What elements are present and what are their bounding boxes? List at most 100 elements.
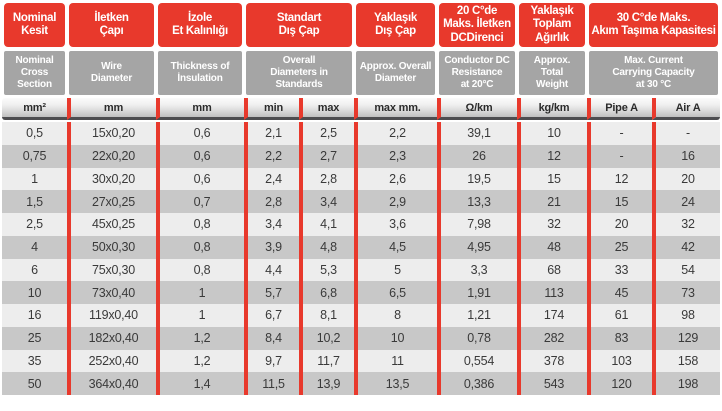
table-cell: 8,4 [244,326,299,350]
table-cell: 10,2 [299,326,354,350]
unit-mm-wire: mm [67,98,156,120]
table-cell: 158 [652,349,720,373]
table-cell: 2,4 [244,167,299,191]
table-cell: 119x0,40 [67,304,156,327]
table-cell: 6,5 [354,281,437,304]
table-cell: 0,8 [156,235,244,259]
table-cell: 2,9 [354,190,437,213]
table-cell: 4,5 [354,235,437,259]
table-cell: 11 [354,349,437,373]
table-cell: 12 [587,167,652,191]
table-cell: 1 [156,304,244,327]
table-cell: 2,5 [299,122,354,145]
table-cell: 2,8 [244,190,299,213]
header-izole-et-kalinligi: İzole Et Kalınlığı [158,3,242,47]
table-cell: 182x0,40 [67,326,156,350]
table-cell: 83 [587,326,652,350]
table-cell: 1,4 [156,372,244,395]
unit-air-a: Air A [652,98,720,120]
table-cell: 10 [2,281,67,304]
table-row: 2,5 45x0,25 0,8 3,4 4,1 3,6 7,98 32 20 32 [2,213,720,236]
table-cell: 45 [587,281,652,304]
table-cell: 20 [652,167,720,191]
table-cell: 2,8 [299,167,354,191]
table-row: 50 364x0,40 1,4 11,5 13,9 13,5 0,386 543 120 198 [2,372,720,395]
table-cell: 33 [587,258,652,282]
header-nominal-kesit: Nominal Kesit [4,3,65,47]
table-cell: 2,2 [244,144,299,168]
table-row: 16 119x0,40 1 6,7 8,1 8 1,21 174 61 98 [2,304,720,327]
table-cell: - [587,144,652,168]
table-cell: 13,3 [437,190,517,213]
table-cell: 7,98 [437,213,517,236]
table-cell: 0,6 [156,144,244,168]
table-row: 1 30x0,20 0,6 2,4 2,8 2,6 19,5 15 12 20 [2,167,720,191]
table-cell: - [652,122,720,145]
table-cell: 11,7 [299,349,354,373]
table-cell: 3,6 [354,213,437,236]
table-cell: 5 [354,258,437,282]
table-cell: 6,7 [244,304,299,327]
table-cell: 16 [652,144,720,168]
table-cell: 0,6 [156,122,244,145]
table-cell: 32 [652,213,720,236]
table-cell: 0,8 [156,258,244,282]
table-cell: 12 [517,144,587,168]
table-cell: 1 [156,281,244,304]
subheader-overall-diameters: Overall Diameters in Standards [246,51,352,95]
cable-spec-table: Nominal Kesit İletken Çapı İzole Et Kalı… [2,3,720,395]
table-cell: 15 [517,167,587,191]
header-akim-tasima-kapasitesi: 30 C°de Maks. Akım Taşıma Kapasitesi [589,3,718,47]
unit-min: min [244,98,299,120]
subheader-approx-total-weight: Approx. Total Weight [519,51,585,95]
table-cell: 2,2 [354,122,437,145]
table-cell: 50x0,30 [67,235,156,259]
table-row: 0,5 15x0,20 0,6 2,1 2,5 2,2 39,1 10- - [2,122,720,145]
table-cell: 48 [517,235,587,259]
table-cell: 8,1 [299,304,354,327]
table-cell: 25 [587,235,652,259]
unit-max-mm: max mm. [354,98,437,120]
table-cell: 73x0,40 [67,281,156,304]
table-cell: 8 [354,304,437,327]
table-cell: 2,3 [354,144,437,168]
table-cell: 4,95 [437,235,517,259]
table-cell: 13,9 [299,372,354,395]
table-cell: 24 [652,190,720,213]
table-cell: 25 [2,326,67,350]
table-cell: 20 [587,213,652,236]
header-row-english: Nominal Cross Section Wire Diameter Thic… [2,51,720,95]
table-cell: 103 [587,349,652,373]
table-cell: 3,3 [437,258,517,282]
header-iletken-capi: İletken Çapı [69,3,154,47]
subheader-thickness-of-insulation: Thickness of İnsulation [158,51,242,95]
header-dc-direnci: 20 C°de Maks. İletken DCDirenci [439,3,515,47]
table-cell: 0,386 [437,372,517,395]
table-cell: 129 [652,326,720,350]
table-row: 0,75 22x0,20 0,6 2,2 2,7 2,3 26 12-16 [2,144,720,168]
table-cell: 2,5 [2,213,67,236]
subheader-nominal-cross-section: Nominal Cross Section [4,51,65,95]
table-cell: 1,2 [156,326,244,350]
table-row: 35 252x0,40 1,2 9,7 11,7 11 0,554 378 103 158 [2,349,720,373]
unit-mm2: mm² [2,98,67,120]
table-cell: 5,7 [244,281,299,304]
table-cell: 2,7 [299,144,354,168]
table-cell: 15x0,20 [67,122,156,145]
table-cell: 0,5 [2,122,67,145]
table-cell: 50 [2,372,67,395]
table-cell: 19,5 [437,167,517,191]
table-cell: 1,2 [156,349,244,373]
unit-pipe-a: Pipe A [587,98,652,120]
table-cell: 11,5 [244,372,299,395]
table-cell: 75x0,30 [67,258,156,282]
table-row: 4 50x0,30 0,8 3,9 4,8 4,5 4,95 48 25 42 [2,235,720,259]
table-cell: 1,5 [2,190,67,213]
unit-ohm-km: Ω/km [437,98,517,120]
table-cell: 61 [587,304,652,327]
table-cell: 113 [517,281,587,304]
table-cell: 0,78 [437,326,517,350]
table-cell: 98 [652,304,720,327]
header-row-turkish: Nominal Kesit İletken Çapı İzole Et Kalı… [2,3,720,47]
table-cell: 120 [587,372,652,395]
